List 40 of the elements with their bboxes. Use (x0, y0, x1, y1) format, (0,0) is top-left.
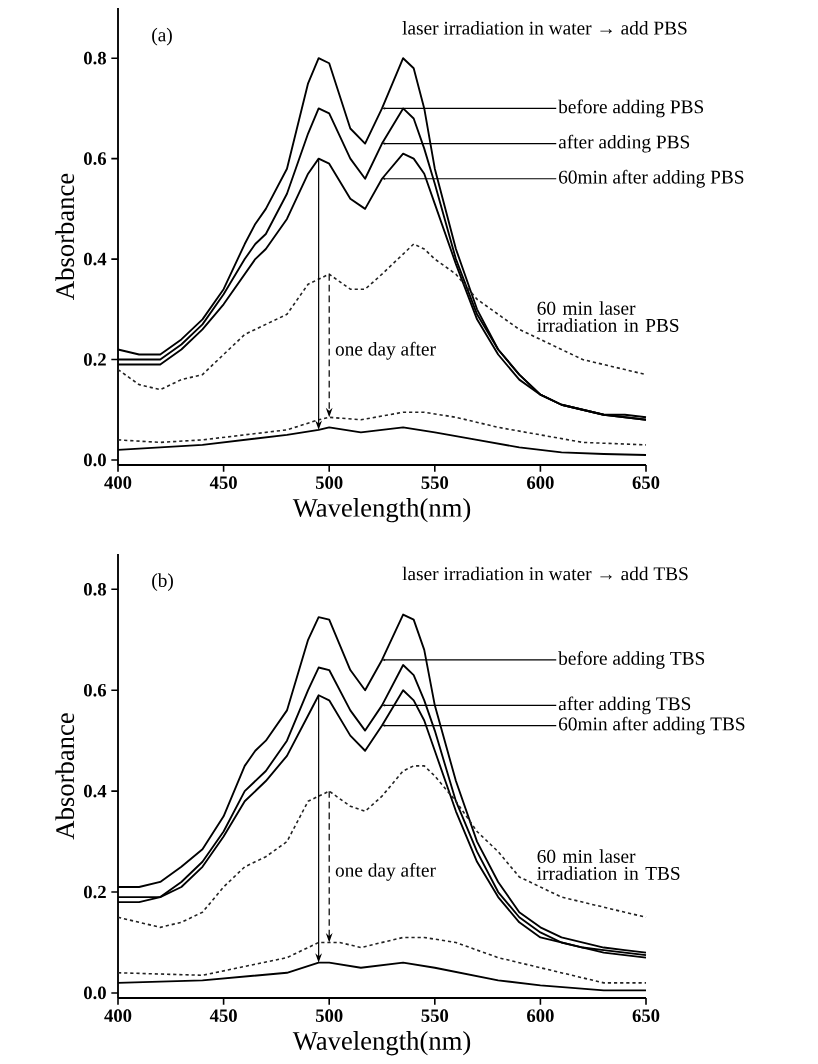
x-tick-label: 450 (209, 1009, 237, 1022)
annotation: laser irradiation in water → add PBS (402, 21, 687, 35)
text: after adding TBS (558, 696, 691, 715)
annotation: (b) (152, 573, 173, 591)
y-tick-label: 0.8 (84, 582, 107, 596)
series-label: 60 min laser irradiation in PBS (537, 301, 679, 332)
annotation: one day after (335, 862, 436, 881)
x-tick-label: 600 (527, 476, 554, 489)
x-tick-label: 650 (632, 476, 660, 489)
x-axis-title: Wavelength(nm) (292, 1031, 471, 1056)
y-axis-title: Absorbance (55, 713, 75, 840)
y-tick-label: 0.4 (84, 784, 107, 798)
y-tick-label: 0.6 (84, 683, 107, 697)
x-axis-title: Wavelength(nm) (292, 498, 471, 523)
y-tick-label: 0.4 (84, 252, 107, 266)
y-tick-label: 0.2 (84, 353, 106, 366)
y-tick-label: 0.0 (84, 986, 106, 1000)
text: 60min after adding TBS (559, 716, 745, 735)
x-tick-label: 500 (315, 476, 343, 489)
text: after adding PBS (558, 134, 690, 153)
y-axis-title: Absorbance (55, 173, 75, 300)
text: before adding TBS (558, 651, 705, 669)
y-tick-label: 0.2 (84, 885, 106, 899)
x-tick-label: 550 (421, 476, 449, 489)
x-tick-label: 450 (209, 476, 237, 489)
x-tick-label: 600 (527, 1009, 554, 1022)
x-tick-label: 500 (315, 1009, 343, 1022)
text: 60min after adding PBS (559, 169, 744, 188)
annotation: (a) (152, 27, 172, 46)
y-tick-label: 0.8 (84, 51, 107, 65)
x-tick-label: 400 (104, 476, 132, 489)
text: before adding PBS (558, 99, 704, 118)
annotation: laser irradiation in water → add TBS (402, 566, 688, 581)
y-tick-label: 0.0 (84, 453, 106, 467)
x-tick-label: 550 (421, 1009, 449, 1022)
x-tick-label: 650 (632, 1009, 660, 1022)
series-label: 60 min laser irradiation in TBS (537, 849, 680, 880)
x-tick-label: 400 (104, 1009, 132, 1022)
y-tick-label: 0.6 (84, 152, 107, 165)
annotation: one day after (335, 341, 436, 360)
